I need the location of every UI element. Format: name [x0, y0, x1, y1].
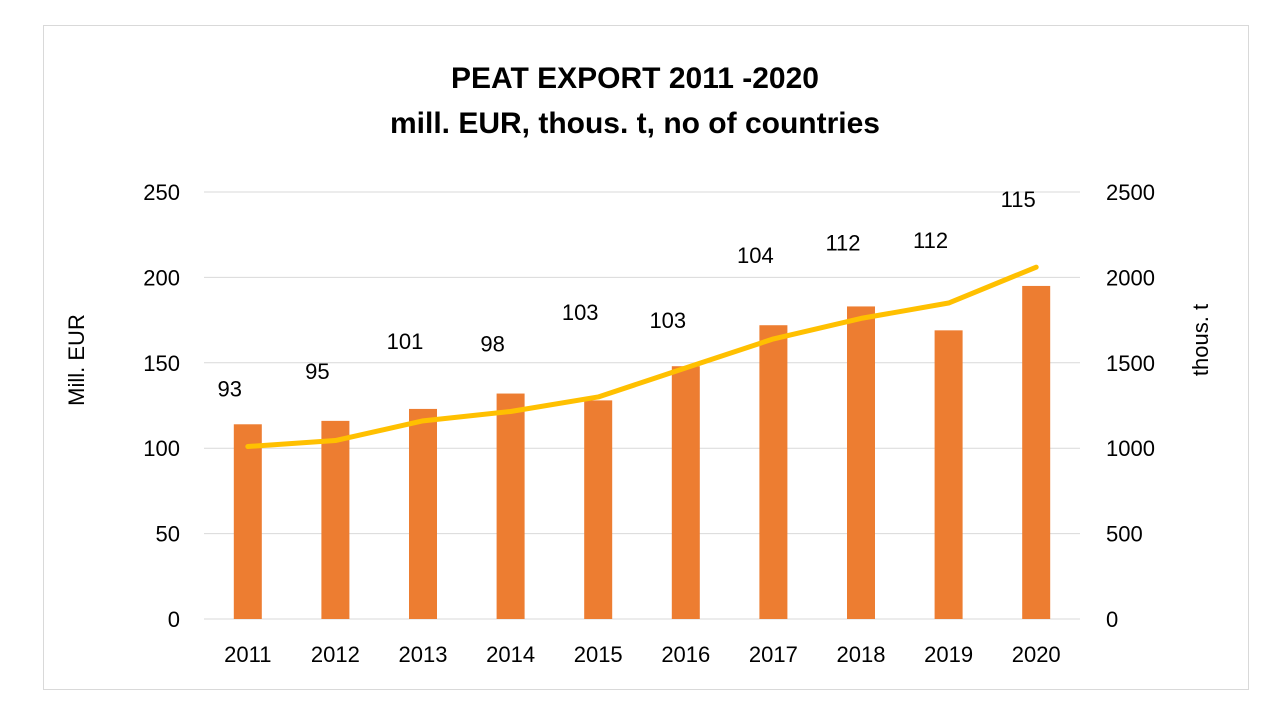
- x-tick-label: 2012: [311, 642, 360, 667]
- line-series: [245, 264, 1039, 449]
- y2-tick-label: 2000: [1106, 265, 1155, 290]
- x-tick-label: 2017: [749, 642, 798, 667]
- x-tick-label: 2016: [661, 642, 710, 667]
- bar: [409, 408, 437, 619]
- y2-axis-title: thous. t: [1188, 304, 1213, 376]
- bar-series: [233, 285, 1051, 619]
- data-labels: 93 95 101 98 103 103 104 112 112 115: [218, 187, 1036, 401]
- y-tick-label: 100: [143, 436, 180, 461]
- x-tick-label: 2018: [837, 642, 886, 667]
- right-axis-ticks: 0 500 1000 1500 2000 2500: [1106, 180, 1155, 632]
- x-tick-label: 2014: [486, 642, 535, 667]
- line-series-path: [245, 264, 1039, 449]
- y-tick-label: 200: [143, 265, 180, 290]
- y-tick-label: 150: [143, 351, 180, 376]
- bar: [1022, 285, 1051, 619]
- data-label: 93: [218, 376, 242, 401]
- y2-tick-label: 0: [1106, 607, 1118, 632]
- y2-tick-label: 1000: [1106, 436, 1155, 461]
- x-tick-label: 2020: [1012, 642, 1061, 667]
- y-tick-label: 0: [168, 607, 180, 632]
- chart-title-line-1: PEAT EXPORT 2011 -2020: [451, 62, 819, 95]
- data-label: 101: [387, 329, 424, 354]
- y2-tick-label: 1500: [1106, 351, 1155, 376]
- gridlines: [204, 191, 1080, 620]
- data-label: 112: [825, 230, 860, 255]
- y2-tick-label: 500: [1106, 522, 1143, 547]
- data-label: 104: [737, 243, 774, 268]
- data-label: 103: [649, 308, 686, 333]
- chart-title-line-2: mill. EUR, thous. t, no of countries: [389, 107, 880, 140]
- x-tick-label: 2019: [924, 642, 973, 667]
- bar: [934, 330, 963, 619]
- x-tick-label: 2013: [399, 642, 448, 667]
- bar: [233, 424, 262, 619]
- y-axis-title: Mill. EUR: [64, 314, 89, 406]
- bar: [847, 306, 875, 619]
- data-label: 103: [562, 300, 599, 325]
- bar: [496, 393, 525, 619]
- y2-tick-label: 2500: [1106, 180, 1155, 205]
- data-label: 112: [913, 228, 948, 253]
- y-tick-label: 250: [143, 180, 180, 205]
- bar: [584, 400, 613, 619]
- bar: [759, 325, 788, 619]
- bar: [321, 420, 350, 619]
- x-tick-label: 2015: [574, 642, 623, 667]
- left-axis-ticks: 0 50 100 150 200 250: [143, 180, 180, 632]
- x-tick-label: 2011: [224, 642, 271, 667]
- y-tick-label: 50: [156, 522, 180, 547]
- bar: [671, 366, 700, 619]
- data-label: 95: [305, 359, 329, 384]
- data-label: 115: [1001, 187, 1036, 212]
- chart-title: PEAT EXPORT 2011 -2020 mill. EUR, thous.…: [0, 56, 1270, 146]
- data-label: 98: [480, 332, 504, 357]
- x-axis-ticks: 2011 2012 2013 2014 2015 2016 2017 2018 2019 2020: [224, 642, 1061, 667]
